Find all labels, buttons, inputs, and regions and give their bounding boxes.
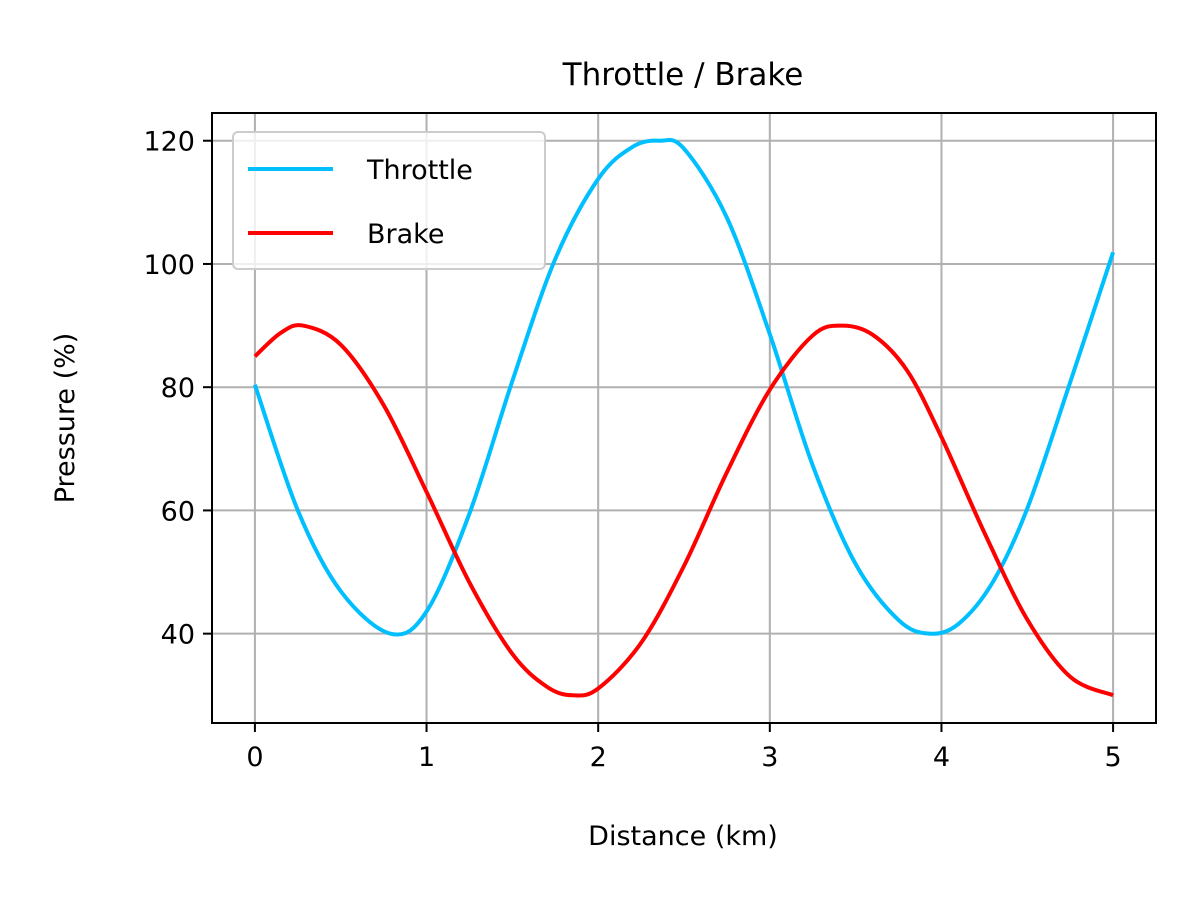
x-tick-label: 1 xyxy=(418,742,435,773)
x-tick-label: 0 xyxy=(246,742,263,773)
y-axis: 40 60 80 100 120 xyxy=(143,127,212,651)
plot-frame xyxy=(211,112,1157,724)
series-line-throttle xyxy=(253,138,1115,637)
y-tick-label: 80 xyxy=(161,373,195,404)
y-tick-label: 60 xyxy=(161,496,195,527)
series-layer xyxy=(253,138,1115,698)
y-tick-label: 40 xyxy=(161,620,195,651)
chart-title: Throttle / Brake xyxy=(562,57,804,93)
x-tick-label: 4 xyxy=(933,742,950,773)
legend-label-brake: Brake xyxy=(367,219,444,250)
x-tick-label: 5 xyxy=(1104,742,1121,773)
y-tick-label: 100 xyxy=(143,250,195,281)
legend-label-throttle: Throttle xyxy=(366,155,473,186)
x-axis: 0 1 2 3 4 5 xyxy=(246,723,1122,773)
x-axis-label: Distance (km) xyxy=(588,821,778,852)
x-tick-label: 3 xyxy=(761,742,778,773)
legend: Throttle Brake xyxy=(232,131,546,270)
series-line-brake xyxy=(253,323,1114,698)
y-axis-label: Pressure (%) xyxy=(50,333,81,504)
y-tick-label: 120 xyxy=(143,127,195,158)
grid xyxy=(212,113,1156,723)
x-tick-label: 2 xyxy=(590,742,607,773)
